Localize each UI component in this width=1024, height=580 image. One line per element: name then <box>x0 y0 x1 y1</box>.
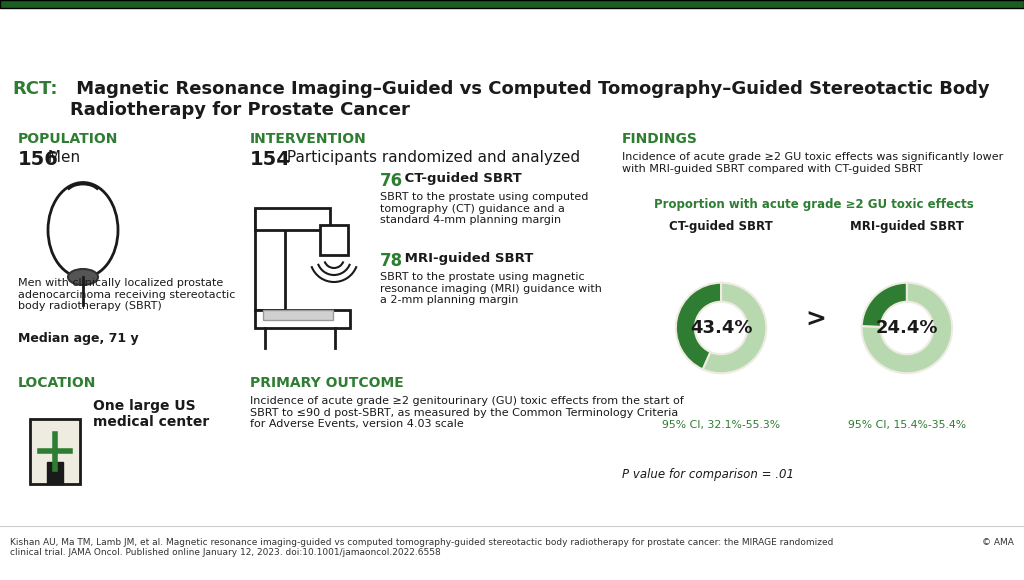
Text: 154: 154 <box>250 150 291 169</box>
FancyBboxPatch shape <box>255 208 330 230</box>
Text: Men with clinically localized prostate
adenocarcinoma receiving stereotactic
bod: Men with clinically localized prostate a… <box>18 278 236 311</box>
Text: 78: 78 <box>380 252 403 270</box>
Text: PRIMARY OUTCOME: PRIMARY OUTCOME <box>250 376 403 390</box>
Text: P value for comparison = .01: P value for comparison = .01 <box>622 468 794 481</box>
FancyBboxPatch shape <box>255 210 285 310</box>
Text: One large US
medical center: One large US medical center <box>93 399 209 429</box>
Wedge shape <box>676 283 721 369</box>
Text: © AMA: © AMA <box>982 538 1014 547</box>
Text: 24.4%: 24.4% <box>876 319 938 337</box>
Text: Magnetic Resonance Imaging–Guided vs Computed Tomography–Guided Stereotactic Bod: Magnetic Resonance Imaging–Guided vs Com… <box>70 80 989 119</box>
Text: Men: Men <box>43 150 80 165</box>
Text: INTERVENTION: INTERVENTION <box>250 132 367 146</box>
Text: 156: 156 <box>18 150 58 169</box>
FancyBboxPatch shape <box>255 310 350 328</box>
Text: 95% CI, 15.4%-35.4%: 95% CI, 15.4%-35.4% <box>848 420 966 430</box>
FancyBboxPatch shape <box>319 225 348 255</box>
Text: POPULATION: POPULATION <box>18 132 119 146</box>
Text: RCT:: RCT: <box>12 80 57 98</box>
Text: 76: 76 <box>380 172 403 190</box>
Text: LOCATION: LOCATION <box>18 376 96 390</box>
Text: Incidence of acute grade ≥2 GU toxic effects was significantly lower
with MRI-gu: Incidence of acute grade ≥2 GU toxic eff… <box>622 152 1004 173</box>
Text: Participants randomized and analyzed: Participants randomized and analyzed <box>282 150 581 165</box>
FancyBboxPatch shape <box>263 310 333 320</box>
Text: CT-guided SBRT: CT-guided SBRT <box>400 172 522 185</box>
Wedge shape <box>862 283 907 327</box>
Text: FINDINGS: FINDINGS <box>622 132 698 146</box>
Text: >: > <box>806 308 826 332</box>
FancyBboxPatch shape <box>47 462 63 484</box>
Wedge shape <box>861 283 952 374</box>
Wedge shape <box>702 283 766 374</box>
Text: Incidence of acute grade ≥2 genitourinary (GU) toxic effects from the start of
S: Incidence of acute grade ≥2 genitourinar… <box>250 396 684 429</box>
Ellipse shape <box>68 269 98 285</box>
Text: JAMA Oncology: JAMA Oncology <box>12 21 343 60</box>
Text: CT-guided SBRT: CT-guided SBRT <box>670 220 773 233</box>
Text: MRI-guided SBRT: MRI-guided SBRT <box>400 252 534 265</box>
FancyBboxPatch shape <box>0 0 1024 8</box>
Text: SBRT to the prostate using computed
tomography (CT) guidance and a
standard 4-mm: SBRT to the prostate using computed tomo… <box>380 192 589 225</box>
Text: Kishan AU, Ma TM, Lamb JM, et al. Magnetic resonance imaging-guided vs computed : Kishan AU, Ma TM, Lamb JM, et al. Magnet… <box>10 538 834 557</box>
Text: 43.4%: 43.4% <box>690 319 753 337</box>
Text: Proportion with acute grade ≥2 GU toxic effects: Proportion with acute grade ≥2 GU toxic … <box>654 198 974 211</box>
Text: 95% CI, 32.1%-55.3%: 95% CI, 32.1%-55.3% <box>663 420 780 430</box>
Text: Median age, 71 y: Median age, 71 y <box>18 332 138 345</box>
FancyBboxPatch shape <box>30 419 80 484</box>
Text: SBRT to the prostate using magnetic
resonance imaging (MRI) guidance with
a 2-mm: SBRT to the prostate using magnetic reso… <box>380 272 602 305</box>
Text: MRI-guided SBRT: MRI-guided SBRT <box>850 220 964 233</box>
